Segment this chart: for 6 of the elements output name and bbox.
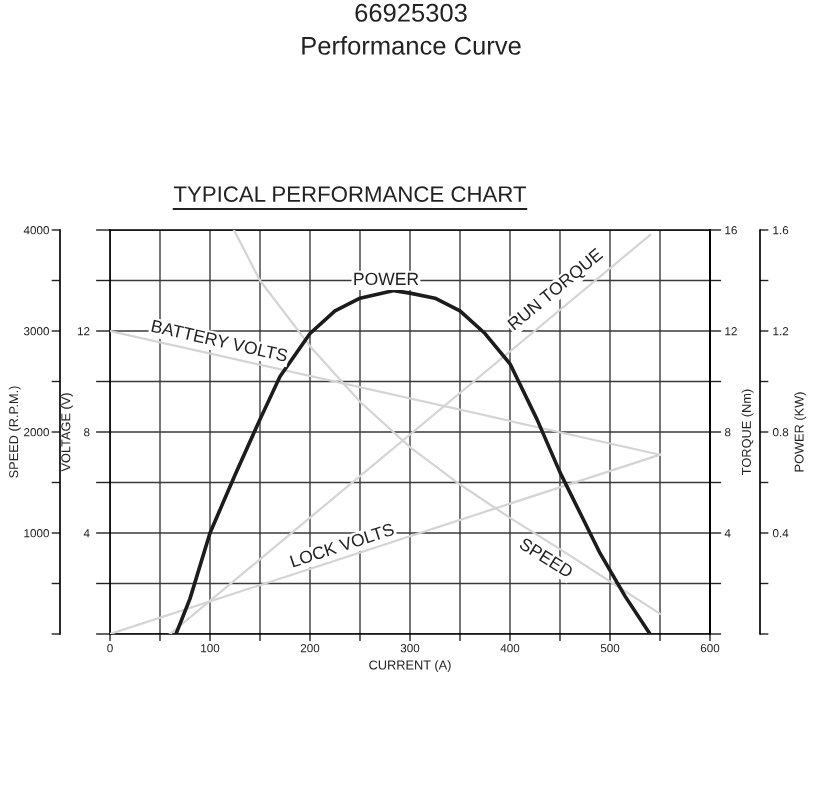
text: LOCK VOLTS — [289, 522, 395, 568]
chart-subtitle: Performance Curve — [302, 36, 521, 55]
chart-title: 66925303 — [355, 3, 467, 22]
series-label: POWER — [354, 272, 419, 286]
text: TYPICAL PERFORMANCE CHART — [173, 186, 527, 202]
text: BATTERY VOLTS — [151, 319, 289, 362]
